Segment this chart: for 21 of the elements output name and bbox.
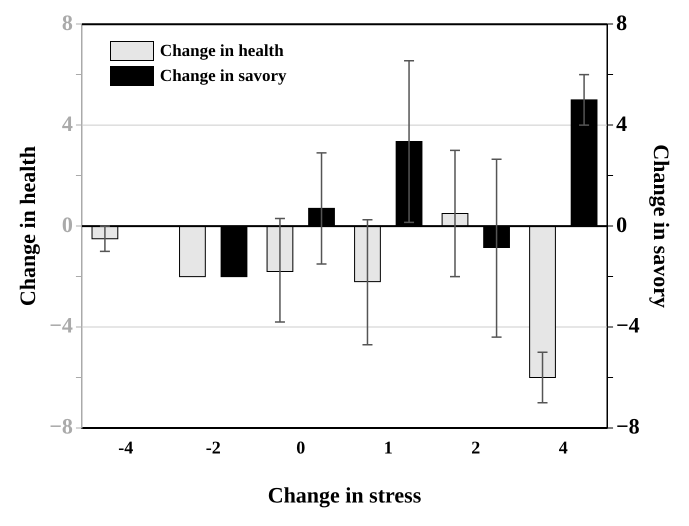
y-tick-label: −4 bbox=[49, 312, 73, 338]
y2-tick-label: −4 bbox=[616, 312, 640, 338]
y-axis-title: Change in health bbox=[14, 146, 40, 306]
legend-label: Change in savory bbox=[160, 66, 286, 86]
x-tick-label: -4 bbox=[118, 437, 134, 458]
y-tick-label: 0 bbox=[62, 212, 73, 237]
y-tick-label: 8 bbox=[62, 10, 73, 35]
y2-tick-label: 8 bbox=[616, 10, 628, 35]
x-tick-label: 1 bbox=[384, 437, 393, 458]
x-tick-label: 2 bbox=[471, 437, 480, 458]
y2-tick-label: 4 bbox=[616, 110, 628, 136]
y2-axis-title: Change in savory bbox=[649, 144, 674, 308]
x-tick-label: 4 bbox=[558, 437, 568, 458]
y-tick-label: −8 bbox=[49, 414, 73, 439]
x-tick-label: -2 bbox=[206, 437, 221, 458]
y2-tick-label: −8 bbox=[616, 414, 640, 439]
x-tick-label: 0 bbox=[296, 437, 306, 458]
y-tick-label: 4 bbox=[62, 110, 73, 136]
y2-tick-label: 0 bbox=[616, 212, 628, 237]
x-axis-title: Change in stress bbox=[268, 482, 422, 508]
legend-label: Change in health bbox=[160, 40, 284, 61]
